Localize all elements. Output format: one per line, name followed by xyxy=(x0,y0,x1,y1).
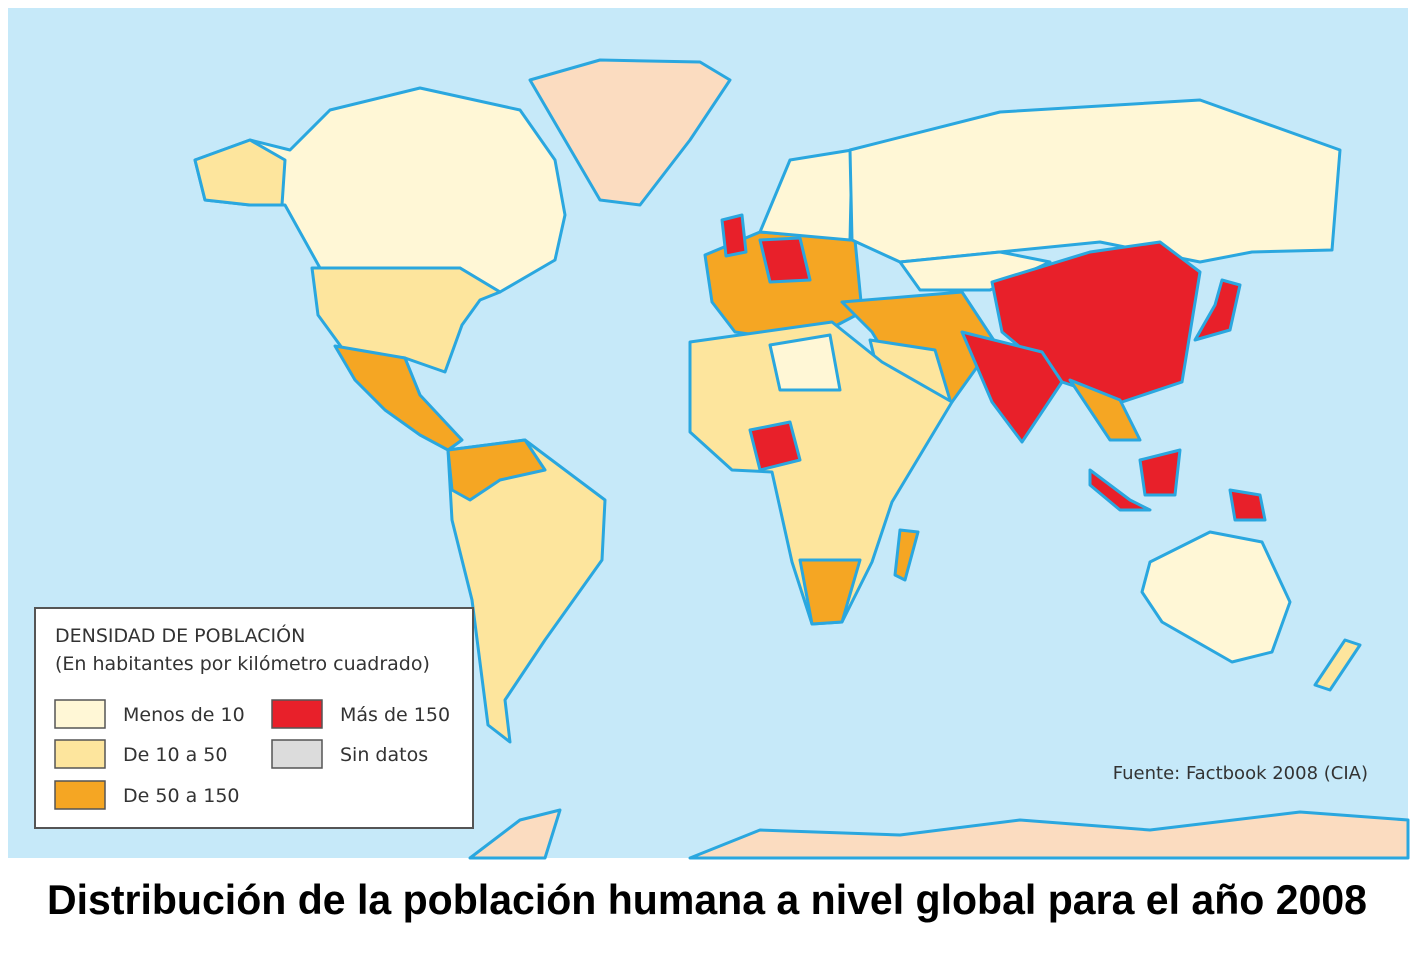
usa xyxy=(310,266,502,374)
legend-box xyxy=(34,607,474,829)
japan xyxy=(1193,278,1242,342)
legend-label: Menos de 10 xyxy=(123,704,245,726)
antarctic-peninsula xyxy=(468,808,562,860)
legend-title: DENSIDAD DE POBLACIÓN xyxy=(55,623,305,647)
borneo xyxy=(1138,448,1182,497)
new-guinea xyxy=(1228,488,1267,522)
libya xyxy=(768,333,842,392)
madagascar xyxy=(893,528,920,582)
southeast-asia xyxy=(1068,378,1142,442)
nigeria xyxy=(748,420,802,472)
legend-label: Más de 150 xyxy=(340,704,450,726)
legend-label: Sin datos xyxy=(340,744,428,766)
legend-swatch xyxy=(271,699,323,729)
alaska xyxy=(193,138,287,207)
caption: Distribución de la población humana a ni… xyxy=(47,876,1367,923)
new-zealand xyxy=(1313,638,1362,692)
south-africa xyxy=(798,558,862,626)
russia xyxy=(848,98,1342,264)
legend-subtitle: (En habitantes por kilómetro cuadrado) xyxy=(55,653,430,675)
legend-swatch xyxy=(54,699,106,729)
legend: DENSIDAD DE POBLACIÓN (En habitantes por… xyxy=(34,607,474,829)
greenland xyxy=(528,58,732,207)
legend-swatch xyxy=(54,739,106,769)
south-america xyxy=(446,438,607,744)
south-america-north xyxy=(446,438,547,502)
sumatra xyxy=(1088,468,1152,512)
uk xyxy=(720,213,748,258)
map xyxy=(8,8,1410,860)
legend-label: De 10 a 50 xyxy=(123,744,227,766)
central-europe xyxy=(758,236,812,284)
legend-label: De 50 a 150 xyxy=(123,785,240,807)
india xyxy=(960,330,1064,444)
legend-swatch xyxy=(271,739,323,769)
source: Fuente: Factbook 2008 (CIA) xyxy=(1113,763,1368,784)
antarctica xyxy=(688,810,1410,860)
legend-swatch xyxy=(54,780,106,810)
australia xyxy=(1140,530,1292,664)
